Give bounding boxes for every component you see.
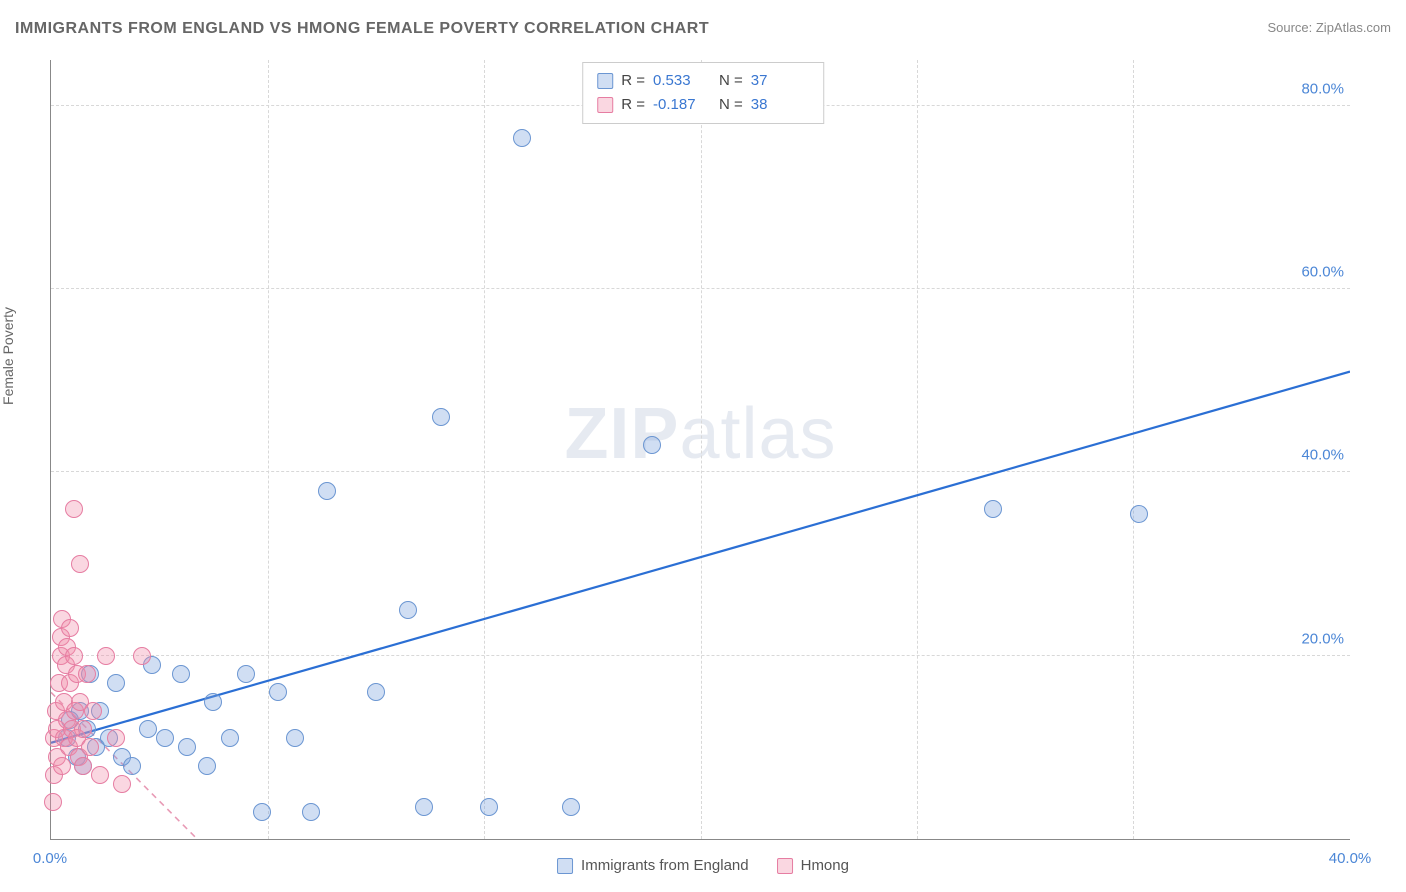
n-label: N = [719,69,743,93]
data-point-england [415,798,433,816]
data-point-hmong [91,766,109,784]
watermark-rest: atlas [679,394,836,474]
source-label: Source: [1267,20,1315,35]
data-point-england [302,803,320,821]
data-point-england [643,436,661,454]
y-axis-label: Female Poverty [0,307,16,405]
data-point-hmong [71,555,89,573]
legend-row-england: R = 0.533 N = 37 [597,69,809,93]
data-point-hmong [74,757,92,775]
correlation-legend: R = 0.533 N = 37 R = -0.187 N = 38 [582,62,824,124]
r-value-hmong: -0.187 [653,93,711,117]
data-point-hmong [133,647,151,665]
data-point-hmong [113,775,131,793]
swatch-hmong [597,97,613,113]
series-legend: Immigrants from England Hmong [557,857,849,874]
data-point-england [198,757,216,775]
legend-row-hmong: R = -0.187 N = 38 [597,93,809,117]
legend-item-england: Immigrants from England [557,857,749,874]
y-tick-label: 80.0% [1301,80,1344,97]
data-point-hmong [107,729,125,747]
data-point-england [286,729,304,747]
r-value-england: 0.533 [653,69,711,93]
data-point-england [480,798,498,816]
data-point-hmong [74,720,92,738]
series-label-england: Immigrants from England [581,857,749,874]
data-point-hmong [65,500,83,518]
legend-item-hmong: Hmong [777,857,849,874]
data-point-england [204,693,222,711]
plot-area: ZIPatlas 20.0% 40.0% 60.0% 80.0% [50,60,1350,840]
data-point-england [984,500,1002,518]
data-point-hmong [61,619,79,637]
data-point-hmong [81,738,99,756]
chart-title: IMMIGRANTS FROM ENGLAND VS HMONG FEMALE … [15,20,709,38]
data-point-england [123,757,141,775]
source-attribution: Source: ZipAtlas.com [1267,20,1391,35]
x-tick-label: 0.0% [33,850,67,867]
y-tick-label: 40.0% [1301,447,1344,464]
data-point-england [432,408,450,426]
swatch-england [557,858,573,874]
watermark-bold: ZIP [564,394,679,474]
n-value-hmong: 38 [751,93,809,117]
data-point-hmong [53,757,71,775]
data-point-hmong [78,665,96,683]
source-name: ZipAtlas.com [1316,20,1391,35]
data-point-england [318,482,336,500]
gridline-vertical [1133,60,1134,839]
r-label: R = [621,93,645,117]
n-value-england: 37 [751,69,809,93]
n-label: N = [719,93,743,117]
gridline-vertical [268,60,269,839]
data-point-england [399,601,417,619]
chart-container: IMMIGRANTS FROM ENGLAND VS HMONG FEMALE … [0,0,1406,892]
data-point-england [172,665,190,683]
r-label: R = [621,69,645,93]
data-point-england [513,129,531,147]
data-point-hmong [84,702,102,720]
data-point-england [221,729,239,747]
data-point-england [367,683,385,701]
data-point-england [178,738,196,756]
data-point-england [107,674,125,692]
data-point-england [237,665,255,683]
gridline-vertical [701,60,702,839]
swatch-england [597,73,613,89]
data-point-hmong [44,793,62,811]
data-point-england [156,729,174,747]
data-point-england [269,683,287,701]
data-point-england [1130,505,1148,523]
data-point-hmong [97,647,115,665]
swatch-hmong [777,858,793,874]
gridline-vertical [484,60,485,839]
gridline-vertical [917,60,918,839]
data-point-england [139,720,157,738]
x-tick-label: 40.0% [1329,850,1372,867]
y-tick-label: 60.0% [1301,264,1344,281]
data-point-hmong [65,647,83,665]
series-label-hmong: Hmong [801,857,849,874]
data-point-england [562,798,580,816]
data-point-england [253,803,271,821]
y-tick-label: 20.0% [1301,630,1344,647]
